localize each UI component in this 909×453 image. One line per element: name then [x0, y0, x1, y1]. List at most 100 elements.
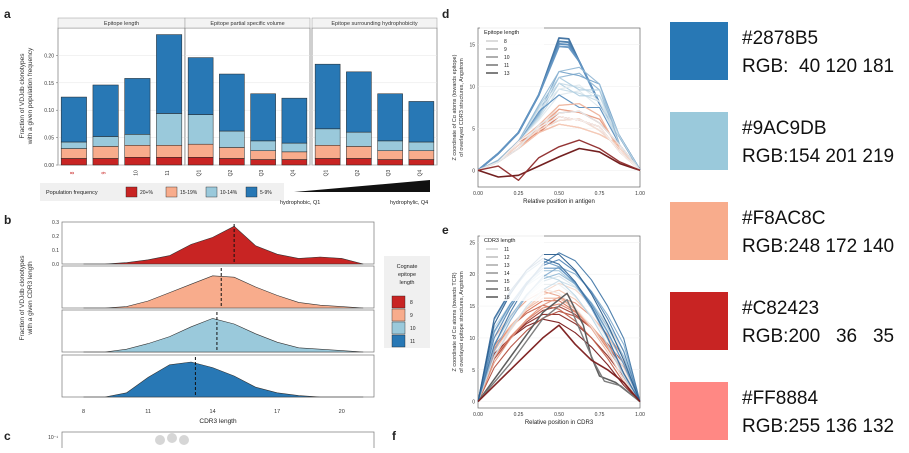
e-legend-label: 13: [504, 263, 510, 269]
a-legend-label: 15-19%: [180, 190, 198, 196]
a-legend-bg: [40, 183, 284, 201]
swatch-rgb: RGB: 40 120 181: [742, 56, 895, 77]
a-xtick: Q1: [197, 169, 203, 176]
panel-letter-c: c: [4, 429, 11, 443]
a-ytick: 0.05: [44, 136, 54, 142]
e-ytick: 0: [472, 400, 475, 406]
b-legend-label: 8: [410, 300, 413, 306]
swatch-hex: #FF8884: [742, 388, 819, 409]
swatch-color-box: [670, 292, 728, 350]
b-legend-key: [391, 334, 406, 348]
b-legend-key: [391, 321, 406, 335]
a-facet-strip: [311, 17, 438, 29]
b-density-area: [83, 361, 364, 398]
c-blurred-point: [179, 435, 189, 445]
e-curve: [477, 252, 641, 402]
d-curve: [477, 118, 641, 171]
e-curve: [477, 259, 641, 402]
panel-letter-a: a: [4, 7, 11, 21]
e-xtick: 0.75: [595, 412, 605, 418]
swatch-color-box: [670, 112, 728, 170]
e-legend-label: 12: [504, 255, 510, 261]
b-ylabel: Fraction of VDJdb clonotypes: [19, 255, 26, 341]
d-ytick: 15: [469, 43, 475, 49]
d-ytick: 0: [472, 168, 475, 174]
a-bar-segment: [346, 158, 372, 166]
e-curve: [477, 299, 641, 403]
swatch-hex: #2878B5: [742, 28, 819, 49]
a-bar-segment: [124, 157, 151, 166]
a-bar-segment: [250, 93, 276, 142]
e-legend-label: 14: [504, 271, 510, 277]
a-scale-left: hydrophobic, Q1: [280, 200, 320, 206]
d-xtick: 0.50: [554, 191, 564, 197]
b-density-area: [83, 275, 364, 309]
swatch-blue: #2878B5 RGB: 40 120 181: [670, 22, 909, 92]
panel-letter-f: f: [392, 429, 397, 443]
a-facet-title: Epitope partial specific volume: [210, 21, 284, 27]
e-ytick: 10: [469, 336, 475, 342]
a-bar-segment: [346, 146, 372, 159]
figure: a b c d e f Fraction of VDJdb clonotypes with a…: [4, 7, 645, 453]
e-curve: [477, 303, 641, 402]
a-ytick: 0.00: [44, 163, 54, 169]
c-ytick: 10⁻¹: [48, 435, 58, 441]
a-bar-segment: [124, 145, 151, 158]
color-swatch-panel: #2878B5 RGB: 40 120 181 #9AC9DB RGB:154 …: [660, 0, 909, 448]
b-xlabel: CDR3 length: [199, 418, 237, 425]
a-bar-segment: [60, 158, 87, 166]
d-xtick: 0.25: [514, 191, 524, 197]
a-scale-triangle: [294, 180, 430, 192]
swatch-hex: #F8AC8C: [742, 208, 826, 229]
b-legend-bg: [384, 256, 430, 348]
d-ytick: 10: [469, 85, 475, 91]
a-xtick: Q1: [324, 169, 330, 176]
a-bar-segment: [314, 158, 341, 166]
a-bar-segment: [377, 150, 403, 160]
d-curve: [477, 66, 641, 171]
swatch-rgb: RGB:154 201 219: [742, 146, 895, 167]
a-bar-segment: [346, 71, 372, 133]
a-xtick: Q2: [355, 169, 361, 176]
swatch-rgb: RGB:248 172 140: [742, 236, 895, 257]
b-legend-title: epitope: [398, 272, 416, 278]
b-ytick: 0.1: [52, 248, 59, 254]
d-curve: [477, 147, 641, 178]
a-bar-segment: [92, 146, 119, 159]
a-legend-title: Population frequency: [46, 190, 98, 196]
b-legend-label: 9: [410, 313, 413, 319]
e-ytick: 15: [469, 304, 475, 310]
e-xtick: 0.25: [514, 412, 524, 418]
d-legend-label: 11: [504, 63, 509, 69]
swatch-color-box: [670, 382, 728, 440]
b-legend-key: [391, 308, 406, 322]
a-ylabel: Fraction of VDJdb clonotypes: [19, 53, 26, 139]
swatch-red: #C82423 RGB:200 36 35: [670, 292, 909, 362]
a-bar-segment: [314, 145, 341, 159]
swatch-light-blue: #9AC9DB RGB:154 201 219: [670, 112, 909, 182]
e-curve: [477, 274, 641, 402]
a-bar-segment: [314, 63, 341, 130]
a-bar-segment: [377, 140, 403, 152]
e-curve: [477, 267, 641, 402]
a-bar-segment: [281, 97, 308, 144]
a-bar-segment: [187, 114, 214, 145]
e-curve: [477, 282, 641, 402]
a-xtick: Q2: [228, 169, 234, 176]
a-xtick: Q4: [417, 169, 423, 176]
e-legend-label: 18: [504, 295, 510, 301]
a-legend-key: [165, 186, 178, 198]
a-facet-strip: [184, 17, 311, 29]
a-bar-segment: [60, 96, 87, 143]
a-bar-segment: [250, 150, 276, 160]
a-legend-label: 10-14%: [220, 190, 238, 196]
e-legend-label: 15: [504, 279, 510, 285]
b-xtick: 20: [339, 409, 345, 415]
d-xtick: 0.75: [595, 191, 605, 197]
a-xtick: 11: [165, 170, 171, 175]
a-ytick: 0.15: [44, 81, 54, 87]
e-ytick: 25: [469, 240, 475, 246]
a-xtick: 8: [70, 171, 76, 174]
a-scale-right: hydrophylic, Q4: [390, 200, 428, 206]
e-ytick: 20: [469, 272, 475, 278]
